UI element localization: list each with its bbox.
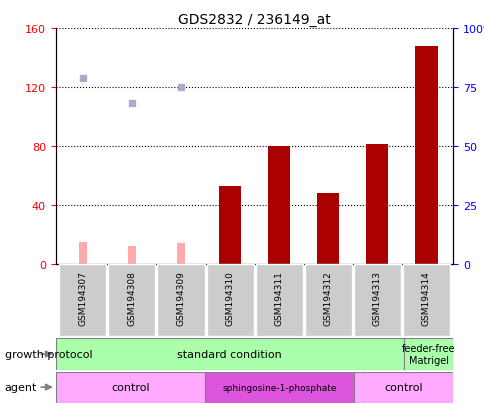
Text: control: control	[384, 382, 422, 392]
Bar	[365, 145, 388, 264]
Bar	[56, 339, 403, 370]
Text: GSM194307: GSM194307	[78, 270, 87, 325]
Bar	[268, 147, 289, 264]
Text: GSM194311: GSM194311	[274, 270, 283, 325]
Text: GSM194309: GSM194309	[176, 270, 185, 325]
Bar	[415, 47, 437, 264]
Text: GSM194308: GSM194308	[127, 270, 136, 325]
Text: GSM194312: GSM194312	[323, 270, 332, 325]
Bar	[157, 264, 204, 337]
Bar	[403, 339, 453, 370]
Bar	[177, 244, 184, 264]
Text: standard condition: standard condition	[177, 349, 282, 359]
Bar	[219, 186, 241, 264]
Bar	[304, 264, 351, 337]
Text: control: control	[111, 382, 150, 392]
Text: sphingosine-1-phosphate: sphingosine-1-phosphate	[222, 383, 336, 392]
Title: GDS2832 / 236149_at: GDS2832 / 236149_at	[178, 12, 330, 26]
Text: GSM194314: GSM194314	[421, 270, 430, 325]
Bar	[255, 264, 302, 337]
Text: feeder-free
Matrigel: feeder-free Matrigel	[401, 343, 454, 365]
Bar	[206, 264, 253, 337]
Bar	[353, 372, 453, 403]
Bar	[128, 247, 136, 264]
Bar	[56, 372, 204, 403]
Bar	[353, 264, 400, 337]
Bar	[59, 264, 106, 337]
Text: GSM194310: GSM194310	[225, 270, 234, 325]
Text: GSM194313: GSM194313	[372, 270, 381, 325]
Text: agent: agent	[5, 382, 37, 392]
Bar	[402, 264, 449, 337]
Bar	[108, 264, 155, 337]
Bar	[204, 372, 353, 403]
Text: growth protocol: growth protocol	[5, 349, 92, 359]
Bar	[317, 194, 339, 264]
Bar	[79, 242, 87, 264]
